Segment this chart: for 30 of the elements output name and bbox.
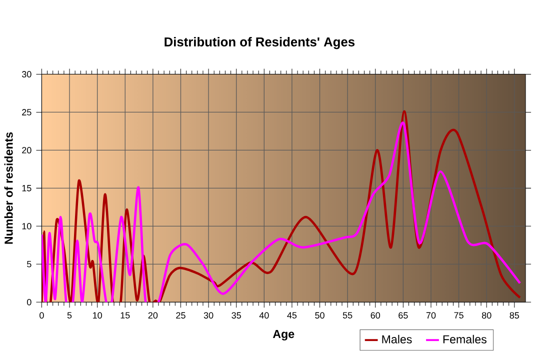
x-tick-label: 85 (510, 312, 520, 319)
y-tick-label: 20 (22, 147, 32, 154)
y-tick-label: 0 (27, 299, 32, 306)
x-tick-label: 45 (287, 312, 297, 319)
x-tick-label: 65 (398, 312, 408, 319)
x-tick-label: 35 (232, 312, 241, 319)
legend-label: Males (382, 335, 412, 344)
x-tick-label: 55 (342, 312, 352, 319)
chart-title: Distribution of Residents' Ages (164, 37, 355, 50)
y-axis-title: Number of residents (4, 132, 13, 244)
x-tick-label: 20 (148, 312, 158, 319)
legend-label: Females (443, 335, 486, 344)
x-tick-label: 70 (426, 312, 436, 319)
x-tick-label: 40 (259, 312, 269, 319)
y-tick-label: 25 (22, 109, 32, 116)
y-tick-label: 15 (22, 185, 32, 192)
x-axis-title: Age (272, 330, 294, 341)
x-tick-label: 60 (370, 312, 380, 319)
x-tick-label: 5 (67, 312, 72, 319)
x-tick-label: 80 (482, 312, 492, 319)
x-tick-label: 15 (120, 312, 130, 319)
x-tick-label: 30 (204, 312, 214, 319)
y-tick-label: 10 (22, 223, 32, 230)
y-tick-label: 5 (27, 261, 32, 268)
x-tick-label: 10 (93, 312, 102, 319)
x-tick-label: 0 (40, 312, 44, 319)
x-tick-label: 25 (176, 312, 186, 319)
x-tick-label: 50 (315, 312, 324, 319)
y-tick-label: 30 (22, 71, 32, 78)
x-tick-label: 75 (454, 312, 464, 319)
